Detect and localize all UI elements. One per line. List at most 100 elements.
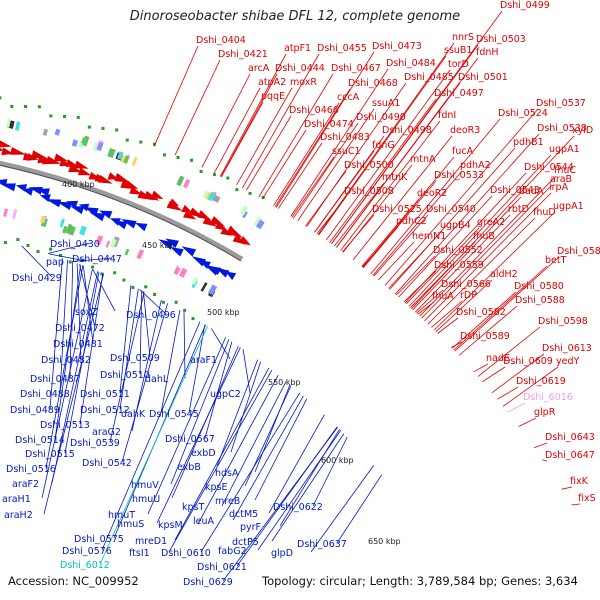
label-leader-line — [220, 101, 264, 178]
feature-block — [202, 190, 209, 199]
reverse-gene-label: Dshi_0482 — [41, 355, 91, 366]
forward-gene-label: Dshi_0468 — [348, 78, 398, 89]
accession-label: Accession: NC_009952 — [8, 574, 139, 588]
feature-block — [117, 151, 124, 160]
forward-gene-label: araB — [550, 174, 572, 185]
gc-marker — [163, 153, 167, 157]
reverse-gene — [45, 199, 62, 208]
forward-gene-label: fdnI — [438, 110, 456, 121]
reverse-gene-label: Dshi_0447 — [72, 254, 122, 265]
label-leader-line — [54, 264, 82, 440]
label-leader-line — [293, 122, 359, 219]
forward-gene — [129, 186, 143, 195]
forward-gene-label: Dshi_0499 — [500, 0, 550, 11]
label-leader-line — [109, 291, 145, 443]
feature-block — [173, 266, 181, 275]
label-leader-line — [213, 87, 261, 174]
label-leader-line — [317, 42, 455, 235]
label-leader-line — [362, 226, 399, 268]
gc-marker — [139, 140, 143, 144]
label-leader-line — [143, 291, 151, 358]
label-leader-line — [340, 120, 441, 251]
label-leader-line — [408, 154, 552, 307]
reverse-gene — [225, 271, 237, 281]
label-leader-line — [297, 108, 375, 222]
reverse-gene-label: Dshi_0516 — [6, 464, 56, 475]
label-leader-line — [491, 353, 545, 394]
reverse-gene-label: hmuV — [131, 480, 159, 491]
forward-gene-label: Dshi_0613 — [542, 343, 592, 354]
kbp-tick-label: 550 kbp — [268, 378, 301, 387]
forward-gene-label: Dshi_0543 — [490, 185, 540, 196]
feature-block — [124, 248, 130, 256]
reverse-gene-label: hdsA — [215, 468, 239, 479]
forward-gene-label: fixS — [578, 493, 596, 504]
feature-block — [14, 121, 21, 131]
forward-gene-label: mtnA — [410, 154, 436, 165]
reverse-gene-label: exbD — [191, 448, 216, 459]
label-leader-line — [497, 386, 519, 400]
forward-gene-label: fdnH — [476, 47, 499, 58]
feature-block — [40, 215, 47, 224]
gc-marker — [131, 285, 135, 289]
reverse-gene-label: Dshi_0621 — [197, 562, 247, 573]
feature-block — [6, 118, 12, 128]
forward-gene-label: ssuB1 — [444, 45, 472, 56]
forward-gene-label: yedY — [556, 356, 579, 367]
forward-gene-label: fdnG — [372, 140, 395, 151]
reverse-gene-label: glpD — [271, 548, 293, 559]
gc-marker — [90, 265, 94, 269]
reverse-gene-label: Dshi_0488 — [20, 389, 70, 400]
label-leader-line — [419, 175, 557, 317]
label-leader-line — [378, 241, 415, 281]
forward-gene — [77, 167, 92, 176]
label-leader-line — [542, 459, 548, 462]
forward-gene-label: rbtD — [508, 204, 529, 215]
label-leader-line — [336, 474, 383, 544]
label-leader-line — [230, 361, 261, 453]
forward-gene-label: hemN1 — [412, 231, 446, 242]
label-leader-line — [268, 414, 325, 514]
forward-gene-label: ssuA1 — [372, 98, 400, 109]
label-leader-line — [389, 147, 516, 290]
reverse-gene — [165, 238, 179, 248]
reverse-gene — [35, 188, 50, 197]
label-leader-line — [571, 503, 581, 506]
forward-gene-label: Dshi_0643 — [545, 432, 595, 443]
kbp-ticks: 400 kbp 450 kbp 500 kbp 550 kbp 600 kbp 650 k… — [62, 180, 401, 546]
label-leader-line — [242, 53, 320, 189]
label-leader-line — [424, 192, 552, 322]
forward-gene-label: Dshi_0503 — [476, 34, 526, 45]
gc-marker — [144, 285, 148, 289]
reverse-gene-label: araH1 — [2, 494, 31, 505]
kbp-tick-label: 450 kbp — [142, 241, 175, 250]
gc-marker — [10, 104, 14, 108]
forward-gene-label: arcA — [248, 63, 270, 74]
reverse-gene-label: Dshi_0576 — [62, 546, 112, 557]
label-leader-line — [82, 265, 94, 344]
gc-marker — [24, 105, 28, 109]
feature-block — [79, 225, 87, 236]
gc-marker — [212, 173, 216, 177]
feature-block — [255, 219, 265, 230]
feature-block — [3, 208, 9, 217]
label-leader-line — [221, 381, 287, 507]
gc-marker — [199, 169, 203, 173]
label-leader-line — [119, 285, 132, 394]
reverse-gene-label: Dshi_0509 — [110, 353, 160, 364]
forward-gene — [166, 200, 183, 211]
feature-block — [65, 223, 73, 234]
forward-gene-label: Dshi_0421 — [218, 49, 268, 60]
forward-gene-label: atpA2 — [258, 77, 286, 88]
feature-block — [191, 277, 199, 285]
reverse-gene-label: soxZ — [75, 307, 98, 318]
reverse-gene-label: araG2 — [92, 427, 121, 438]
label-leader-line — [51, 271, 99, 484]
feature-block — [107, 147, 116, 159]
label-leader-line — [454, 256, 560, 352]
gc-marker — [68, 260, 72, 264]
reverse-gene — [113, 220, 128, 230]
label-leader-line — [47, 242, 91, 254]
forward-gene — [210, 216, 226, 227]
feature-block — [200, 282, 208, 292]
